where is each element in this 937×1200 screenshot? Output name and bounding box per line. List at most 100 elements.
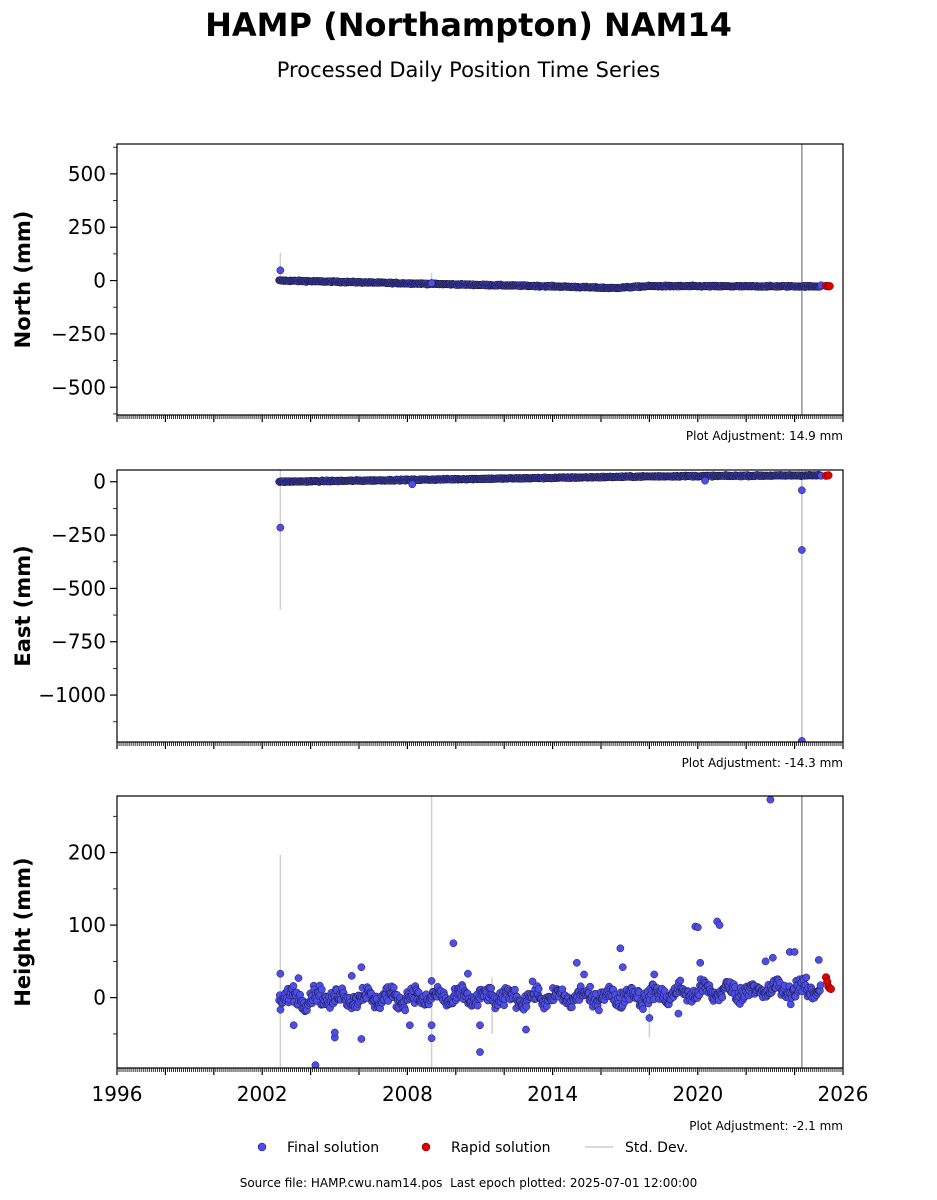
final-point-outlier: [311, 1061, 320, 1068]
y-tick-label: −750: [51, 630, 106, 654]
final-point-outlier: [766, 796, 775, 804]
y-tick-label: 200: [68, 841, 106, 865]
final-point-outlier: [580, 970, 588, 979]
final-point-outlier: [798, 737, 806, 742]
plot-area-1: [275, 470, 833, 742]
final-point: [586, 982, 595, 991]
final-point: [511, 985, 519, 994]
final-point-outlier: [476, 1021, 484, 1030]
final-point-outlier: [294, 974, 303, 982]
final-point: [487, 984, 496, 993]
final-point: [276, 1005, 285, 1014]
final-point-outlier: [427, 279, 436, 287]
final-point-outlier: [572, 958, 581, 967]
plot-area-2: [275, 796, 835, 1068]
x-tick-label: 1996: [92, 1082, 143, 1106]
final-point: [816, 981, 825, 990]
final-point-outlier: [618, 963, 627, 972]
final-point: [317, 985, 326, 994]
legend-rapid-marker: [421, 1142, 431, 1152]
final-point: [473, 1001, 482, 1010]
final-point-outlier: [357, 963, 366, 972]
final-point-outlier: [276, 266, 285, 275]
final-point-outlier: [616, 944, 625, 953]
final-point: [568, 1003, 576, 1012]
plot-frame: [116, 469, 844, 743]
final-point-outlier: [674, 1009, 683, 1018]
x-tick-label: 2026: [818, 1082, 869, 1106]
final-point-outlier: [347, 972, 356, 980]
final-point: [389, 983, 398, 992]
final-point-outlier: [701, 476, 709, 485]
final-point-outlier: [408, 480, 417, 489]
x-tick-label: 2008: [382, 1082, 433, 1106]
final-point-outlier: [464, 969, 472, 978]
final-point-outlier: [761, 957, 770, 966]
y-axis-label: East (mm): [11, 545, 35, 666]
final-point: [595, 1006, 603, 1015]
plot-frame: [116, 143, 844, 416]
source-label: Source file:: [239, 1176, 308, 1190]
rapid-point: [826, 984, 835, 993]
final-point-outlier: [693, 923, 702, 932]
final-point: [718, 993, 727, 1002]
final-point-outlier: [276, 969, 285, 978]
final-point-outlier: [798, 546, 806, 554]
final-point: [639, 1005, 647, 1014]
source-file: HAMP.cwu.nam14.pos: [310, 1176, 443, 1190]
final-point-outlier: [798, 486, 806, 495]
epoch-label: Last epoch plotted:: [450, 1176, 566, 1190]
plot-adjustment: Plot Adjustment: -14.3 mm: [682, 756, 843, 770]
final-point: [676, 976, 685, 985]
y-tick-label: −500: [51, 576, 106, 600]
final-point-outlier: [476, 1048, 484, 1056]
rapid-point: [824, 471, 833, 480]
y-tick-label: −250: [51, 322, 106, 346]
final-point-outlier: [650, 970, 659, 979]
final-point-outlier: [696, 958, 705, 967]
y-tick-label: 500: [68, 162, 106, 186]
final-point-outlier: [427, 1034, 436, 1043]
legend-final-marker: [257, 1142, 267, 1152]
final-point-outlier: [276, 523, 285, 532]
y-tick-label: 100: [68, 913, 106, 937]
final-point-outlier: [405, 1021, 414, 1030]
y-tick-label: 250: [68, 215, 106, 239]
y-tick-label: −1000: [38, 683, 106, 707]
plot-adjustment: Plot Adjustment: -2.1 mm: [689, 1119, 843, 1133]
legend-label: Final solution: [287, 1140, 379, 1156]
final-point-outlier: [427, 1021, 436, 1030]
legend-label: Std. Dev.: [625, 1140, 688, 1156]
rapid-point: [825, 282, 834, 291]
legend-label: Rapid solution: [451, 1140, 551, 1156]
final-point-outlier: [427, 977, 436, 985]
final-point-outlier: [522, 1025, 530, 1034]
final-point: [289, 982, 298, 990]
y-tick-label: 0: [93, 986, 106, 1010]
final-point: [786, 1000, 795, 1009]
chart-title: HAMP (Northampton) NAM14: [205, 6, 732, 44]
final-point-outlier: [449, 939, 458, 948]
final-point: [802, 973, 811, 982]
last-epoch: 2025-07-01 12:00:00: [569, 1176, 698, 1190]
final-point-outlier: [645, 1014, 654, 1022]
y-axis-label: Height (mm): [11, 857, 35, 1006]
chart-subtitle: Processed Daily Position Time Series: [276, 58, 661, 82]
plot-adjustment: Plot Adjustment: 14.9 mm: [686, 429, 843, 443]
y-tick-label: 0: [93, 470, 106, 494]
y-tick-label: 0: [93, 269, 106, 293]
final-point-outlier: [768, 953, 777, 962]
final-point-outlier: [814, 956, 823, 964]
final-point-outlier: [790, 948, 799, 956]
y-tick-label: −250: [51, 523, 106, 547]
y-tick-label: −500: [51, 375, 106, 399]
x-tick-label: 2020: [672, 1082, 723, 1106]
final-point: [401, 1006, 410, 1015]
x-tick-label: 2002: [237, 1082, 288, 1106]
final-point-outlier: [330, 1028, 339, 1037]
source-footer: Source file: HAMP.cwu.nam14.pos Last epo…: [0, 1176, 937, 1190]
final-point-outlier: [715, 921, 724, 929]
final-point: [534, 985, 543, 993]
plot-area-0: [275, 144, 834, 415]
